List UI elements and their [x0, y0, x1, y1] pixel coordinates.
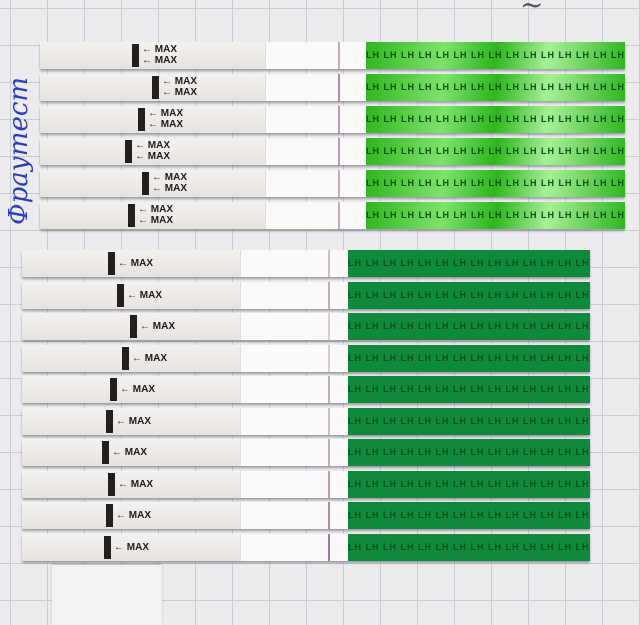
- result-window: [240, 281, 350, 309]
- test-line: [328, 344, 330, 372]
- test-strip: ← MAX LH LH LH LH LH LH LH LH LH LH LH L…: [22, 281, 590, 309]
- result-window: [240, 439, 350, 466]
- test-strip: ← MAX LH LH LH LH LH LH LH LH LH LH LH L…: [22, 439, 590, 466]
- test-line: [328, 250, 330, 277]
- test-line: [328, 281, 330, 309]
- test-strip: ← MAX ← MAX LH LH LH LH LH LH LH LH LH L…: [40, 138, 625, 165]
- result-window: [265, 74, 368, 101]
- strip-wrapper-lh: LH LH LH LH LH LH LH LH LH LH LH LH LH L…: [348, 313, 590, 340]
- result-window: [265, 202, 368, 229]
- strip-max-bar: [122, 346, 129, 370]
- strip-max-bar: [108, 472, 115, 496]
- strip-max-bar: [130, 315, 137, 338]
- strip-max-label: ← MAX: [120, 384, 155, 395]
- strip-max-label: ← MAX ← MAX: [148, 108, 183, 130]
- test-line: [328, 407, 330, 435]
- strip-max-bar: [106, 409, 113, 433]
- strip-max-bar: [104, 535, 111, 559]
- result-window: [240, 533, 350, 561]
- test-strip: ← MAX LH LH LH LH LH LH LH LH LH LH LH L…: [22, 250, 590, 277]
- strip-wrapper-lh: LH LH LH LH LH LH LH LH LH LH LH LH LH L…: [348, 439, 590, 466]
- result-window: [265, 170, 368, 197]
- strip-max-bar: [117, 283, 124, 307]
- strip-max-bar: [128, 204, 135, 227]
- result-window: [240, 502, 350, 529]
- strip-wrapper-lh: LH LH LH LH LH LH LH LH LH LH LH LH LH L…: [366, 74, 625, 101]
- strip-max-bar: [108, 252, 115, 275]
- strip-wrapper-lh: LH LH LH LH LH LH LH LH LH LH LH LH LH L…: [348, 376, 590, 403]
- strip-max-label: ← MAX: [132, 352, 167, 364]
- result-window: [265, 42, 368, 69]
- test-strip: ← MAX LH LH LH LH LH LH LH LH LH LH LH L…: [22, 344, 590, 372]
- test-line: [338, 202, 340, 229]
- strip-max-label: ← MAX: [116, 510, 151, 521]
- strip-wrapper-lh: LH LH LH LH LH LH LH LH LH LH LH LH LH L…: [348, 344, 590, 372]
- test-strip: ← MAX ← MAX LH LH LH LH LH LH LH LH LH L…: [40, 74, 625, 101]
- strip-wrapper-lh: LH LH LH LH LH LH LH LH LH LH LH LH LH L…: [348, 502, 590, 529]
- test-line: [328, 470, 330, 498]
- test-strip: ← MAX ← MAX LH LH LH LH LH LH LH LH LH L…: [40, 202, 625, 229]
- test-strip: ← MAX LH LH LH LH LH LH LH LH LH LH LH L…: [22, 313, 590, 340]
- strip-max-label: ← MAX: [118, 258, 153, 269]
- strip-max-bar: [125, 140, 132, 163]
- result-window: [265, 106, 368, 133]
- strip-wrapper-lh: LH LH LH LH LH LH LH LH LH LH LH LH LH L…: [366, 202, 625, 229]
- strip-wrapper-lh: LH LH LH LH LH LH LH LH LH LH LH LH LH L…: [348, 470, 590, 498]
- strip-wrapper-lh: LH LH LH LH LH LH LH LH LH LH LH LH LH L…: [366, 42, 625, 69]
- strip-max-label: ← MAX ← MAX: [135, 140, 170, 162]
- test-line: [338, 170, 340, 197]
- result-window: [240, 344, 350, 372]
- strip-max-label: ← MAX: [112, 447, 147, 458]
- strip-max-bar: [138, 108, 145, 131]
- strip-max-label: ← MAX: [114, 541, 149, 553]
- test-strip: ← MAX LH LH LH LH LH LH LH LH LH LH LH L…: [22, 407, 590, 435]
- handwritten-heading: ~: [520, 0, 544, 21]
- test-strip: ← MAX ← MAX LH LH LH LH LH LH LH LH LH L…: [40, 106, 625, 133]
- tape-piece: [52, 565, 162, 625]
- strip-max-label: ← MAX: [118, 478, 153, 490]
- test-line: [338, 106, 340, 133]
- test-strip: ← MAX LH LH LH LH LH LH LH LH LH LH LH L…: [22, 502, 590, 529]
- strip-wrapper-lh: LH LH LH LH LH LH LH LH LH LH LH LH LH L…: [348, 533, 590, 561]
- result-window: [240, 313, 350, 340]
- test-line: [328, 502, 330, 529]
- test-line: [328, 533, 330, 561]
- test-line: [338, 74, 340, 101]
- test-strip: ← MAX LH LH LH LH LH LH LH LH LH LH LH L…: [22, 533, 590, 561]
- strip-max-label: ← MAX: [127, 289, 162, 301]
- strip-max-label: ← MAX ← MAX: [162, 76, 197, 98]
- strip-max-bar: [110, 378, 117, 401]
- strip-wrapper-lh: LH LH LH LH LH LH LH LH LH LH LH LH LH L…: [348, 407, 590, 435]
- result-window: [265, 138, 368, 165]
- strip-max-bar: [152, 76, 159, 99]
- strip-wrapper-lh: LH LH LH LH LH LH LH LH LH LH LH LH LH L…: [366, 170, 625, 197]
- result-window: [240, 470, 350, 498]
- handwritten-brand-label: Фраутест: [4, 76, 34, 225]
- result-window: [240, 407, 350, 435]
- strip-wrapper-lh: LH LH LH LH LH LH LH LH LH LH LH LH LH L…: [366, 138, 625, 165]
- test-line: [328, 313, 330, 340]
- strip-max-label: ← MAX ← MAX: [152, 172, 187, 194]
- strip-max-label: ← MAX ← MAX: [142, 44, 177, 66]
- result-window: [240, 250, 350, 277]
- test-strip: ← MAX LH LH LH LH LH LH LH LH LH LH LH L…: [22, 376, 590, 403]
- result-window: [240, 376, 350, 403]
- strip-wrapper-lh: LH LH LH LH LH LH LH LH LH LH LH LH LH L…: [348, 250, 590, 277]
- strip-max-label: ← MAX: [116, 415, 151, 427]
- strip-max-bar: [102, 441, 109, 464]
- strip-max-label: ← MAX: [140, 321, 175, 332]
- strip-wrapper-lh: LH LH LH LH LH LH LH LH LH LH LH LH LH L…: [366, 106, 625, 133]
- strip-max-bar: [132, 44, 139, 67]
- strip-max-bar: [106, 504, 113, 527]
- strip-wrapper-lh: LH LH LH LH LH LH LH LH LH LH LH LH LH L…: [348, 281, 590, 309]
- strip-max-bar: [142, 172, 149, 195]
- test-line: [338, 138, 340, 165]
- strip-max-label: ← MAX ← MAX: [138, 204, 173, 226]
- test-strip: ← MAX LH LH LH LH LH LH LH LH LH LH LH L…: [22, 470, 590, 498]
- test-strip: ← MAX ← MAX LH LH LH LH LH LH LH LH LH L…: [40, 170, 625, 197]
- test-line: [328, 439, 330, 466]
- test-strip: ← MAX ← MAX LH LH LH LH LH LH LH LH LH L…: [40, 42, 625, 69]
- test-line: [328, 376, 330, 403]
- test-line: [338, 42, 340, 69]
